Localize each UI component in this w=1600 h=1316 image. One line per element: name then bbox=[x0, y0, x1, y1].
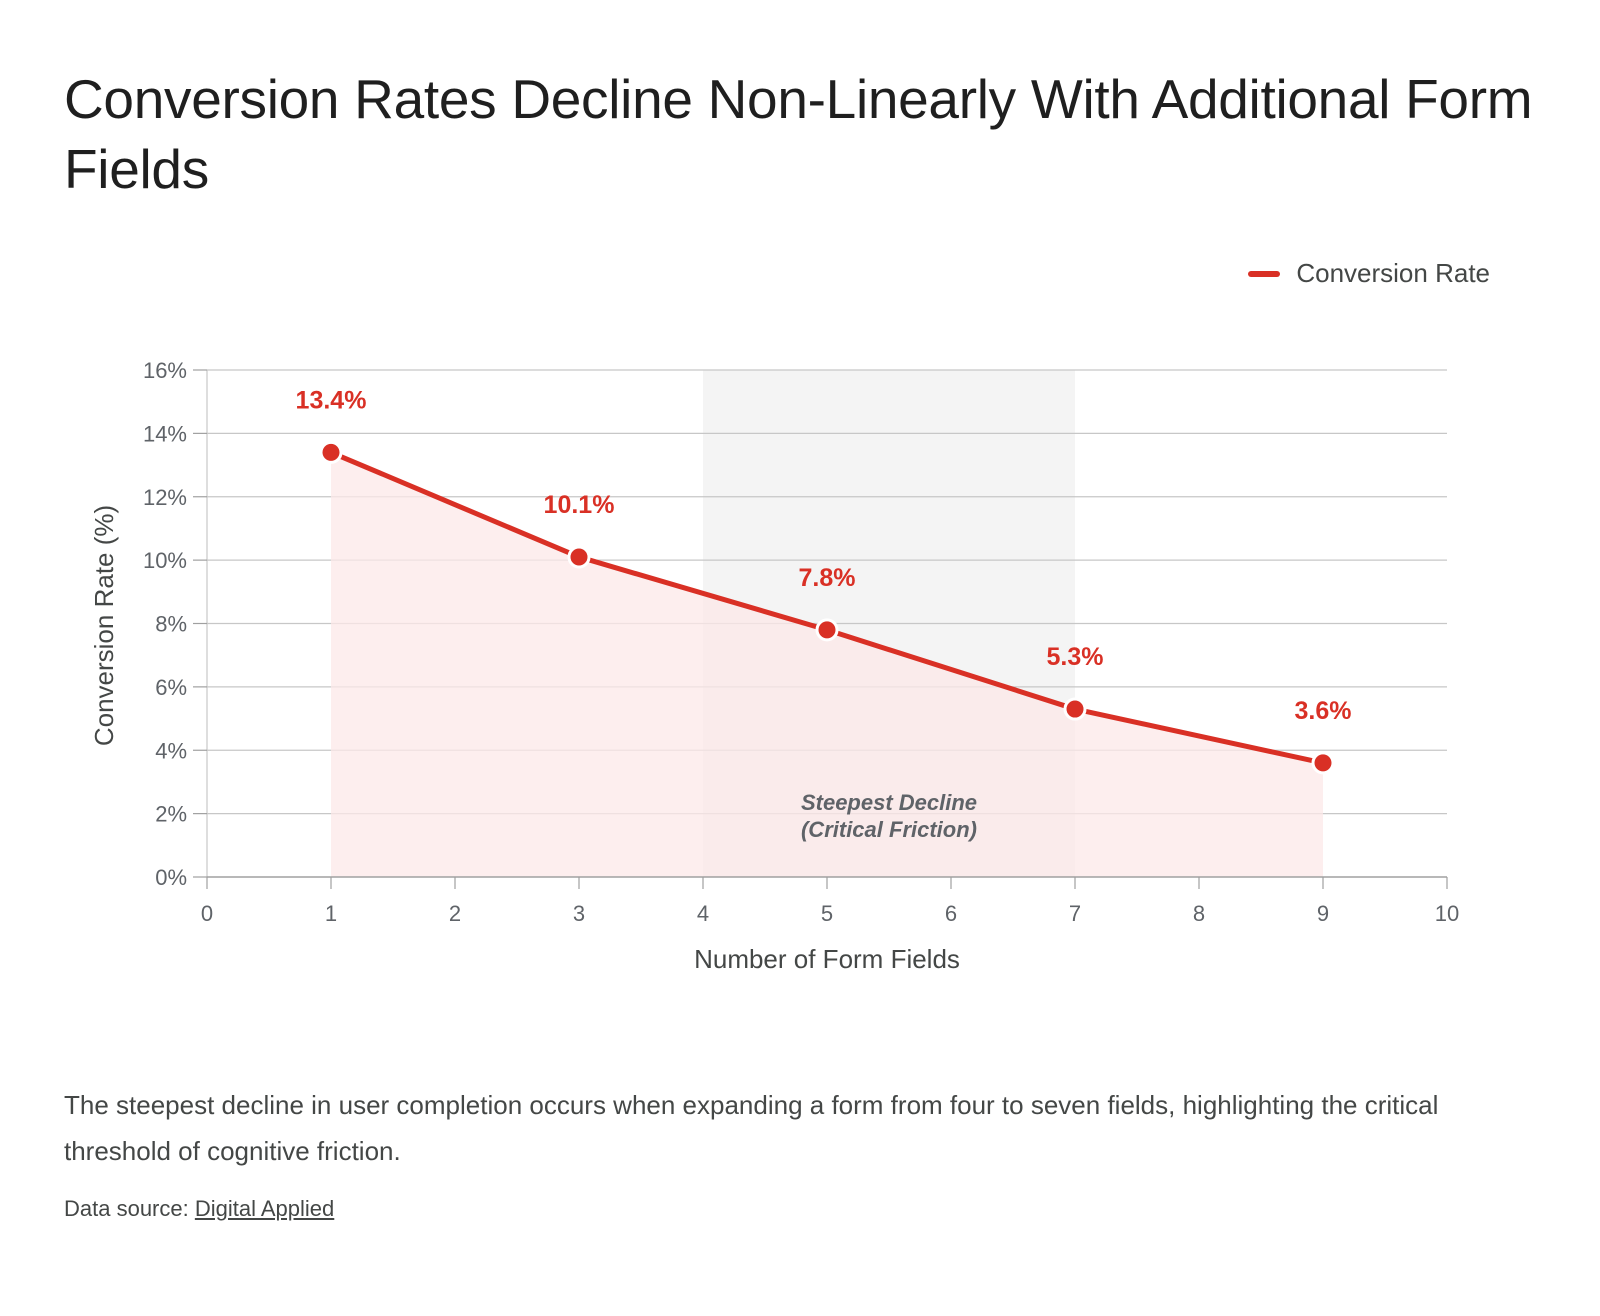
data-points bbox=[319, 440, 1335, 775]
source-link[interactable]: Digital Applied bbox=[194, 1196, 335, 1221]
x-tick-label-1: 1 bbox=[325, 901, 337, 926]
data-label-3: 10.1% bbox=[544, 491, 615, 519]
x-tick-label-6: 6 bbox=[945, 901, 957, 926]
axes: 0% 2% 4% 6% 8% 10% 12% 14% 16% 0 1 2 3 4 5 6 7 8 9 10 bbox=[143, 358, 1459, 926]
x-tick-label-7: 7 bbox=[1069, 901, 1081, 926]
legend: Conversion Rate bbox=[1248, 258, 1490, 289]
caption: The steepest decline in user completion … bbox=[64, 1090, 1439, 1166]
y-tick-label-10: 10% bbox=[143, 548, 187, 573]
x-tick-label-5: 5 bbox=[821, 901, 833, 926]
data-label-5: 7.8% bbox=[799, 564, 856, 592]
legend-label-conversion-rate: Conversion Rate bbox=[1296, 258, 1490, 288]
x-tick-label-4: 4 bbox=[697, 901, 709, 926]
data-labels: 13.4% 10.1% 7.8% 5.3% 3.6% bbox=[296, 386, 1352, 725]
x-tick-label-3: 3 bbox=[573, 901, 585, 926]
y-tick-label-0: 0% bbox=[155, 865, 187, 890]
y-tick-label-16: 16% bbox=[143, 358, 187, 383]
chart-title: Conversion Rates Decline Non-Linearly Wi… bbox=[64, 68, 1533, 200]
y-axis-title: Conversion Rate (%) bbox=[89, 505, 119, 746]
data-point-1 bbox=[319, 440, 343, 464]
data-source: Data source: Digital Applied bbox=[64, 1196, 334, 1222]
x-tick-label-0: 0 bbox=[201, 901, 213, 926]
x-tick-label-8: 8 bbox=[1193, 901, 1205, 926]
y-tick-label-14: 14% bbox=[143, 421, 187, 446]
band-label-line-1: Steepest Decline bbox=[801, 790, 977, 815]
data-point-7 bbox=[1063, 697, 1087, 721]
y-tick-label-2: 2% bbox=[155, 802, 187, 827]
data-point-9 bbox=[1311, 751, 1335, 775]
x-tick-label-9: 9 bbox=[1317, 901, 1329, 926]
y-tick-label-6: 6% bbox=[155, 675, 187, 700]
source-prefix: Data source: bbox=[64, 1196, 195, 1221]
legend-swatch-conversion-rate bbox=[1248, 270, 1281, 277]
y-tick-label-8: 8% bbox=[155, 612, 187, 637]
data-label-9: 3.6% bbox=[1295, 697, 1352, 725]
data-point-5 bbox=[815, 618, 839, 642]
band-label-line-2: (Critical Friction) bbox=[801, 817, 977, 842]
x-tick-label-2: 2 bbox=[449, 901, 461, 926]
line-chart: 0% 2% 4% 6% 8% 10% 12% 14% 16% 0 1 2 3 4 5 6 7 8 9 10 13.4%… bbox=[89, 358, 1459, 974]
data-point-3 bbox=[567, 545, 591, 569]
y-tick-label-4: 4% bbox=[155, 738, 187, 763]
data-label-1: 13.4% bbox=[296, 386, 367, 414]
x-axis-title: Number of Form Fields bbox=[694, 944, 960, 974]
y-tick-label-12: 12% bbox=[143, 485, 187, 510]
x-tick-label-10: 10 bbox=[1435, 901, 1459, 926]
data-label-7: 5.3% bbox=[1047, 643, 1104, 671]
